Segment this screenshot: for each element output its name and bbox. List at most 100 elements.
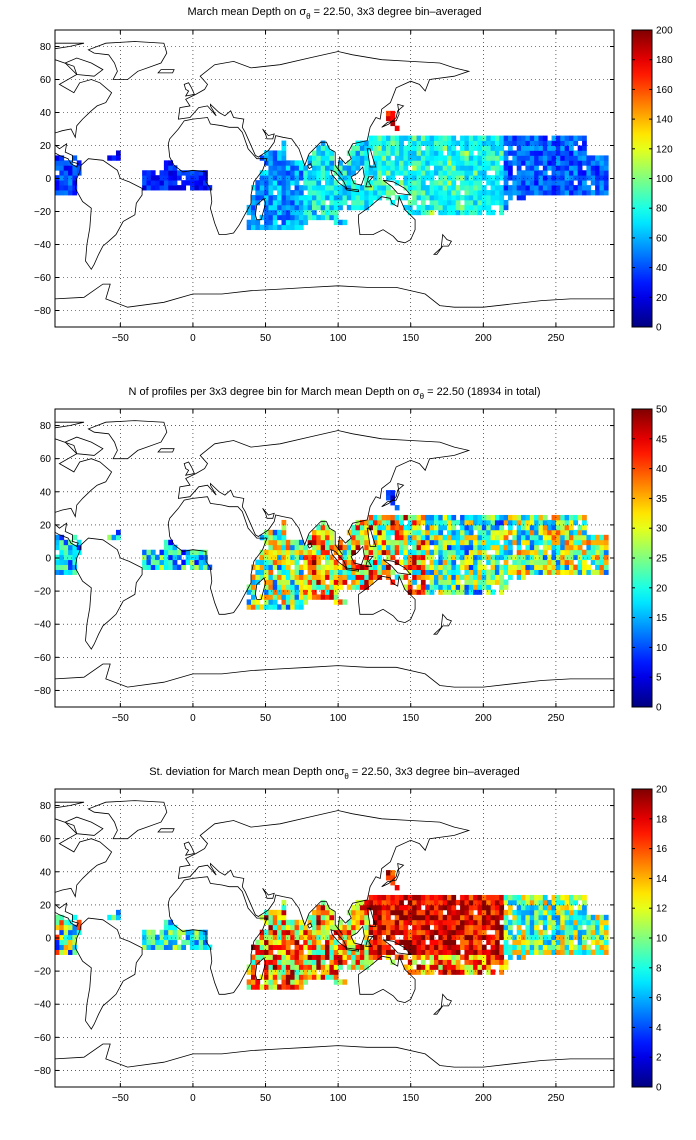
data-bin [372,150,378,156]
data-bin [490,135,496,141]
data-bin [294,224,300,231]
coastline-japan [381,482,405,508]
data-bin [499,584,505,590]
data-bin [298,209,304,216]
data-bin [381,544,387,551]
data-bin [542,170,548,176]
data-bin [185,180,191,186]
data-bin [542,514,548,521]
data-bin [342,199,348,206]
data-bin [351,914,356,921]
data-bin [351,944,356,950]
data-bin [342,924,348,931]
data-bin [512,140,518,146]
data-bin [542,894,548,901]
data-bin [281,579,287,585]
data-bin [277,175,282,181]
data-bin [394,150,400,156]
data-bin [590,929,596,936]
data-bin [516,175,522,181]
data-bin [259,190,265,196]
data-bin [429,914,435,921]
data-bin [203,559,208,566]
data-bin [468,190,474,196]
data-bin [508,165,513,171]
data-bin [490,180,496,186]
data-bin [460,180,465,186]
data-bin [525,924,531,931]
data-bin [551,894,557,901]
data-bin [451,170,457,176]
data-bin [447,165,452,171]
data-bin [329,974,335,980]
data-bin [433,199,439,206]
data-bin [390,495,396,501]
data-bin [355,959,361,965]
data-bin [294,209,300,216]
data-bin [490,514,496,521]
data-bin [325,544,330,551]
data-bin [264,919,269,926]
data-bin [577,170,583,176]
data-bin [538,944,544,950]
data-bin [525,185,531,191]
data-bin [551,160,557,166]
data-bin [429,909,435,916]
data-bin [163,559,169,566]
data-bin [420,939,426,946]
data-bin [298,165,304,171]
data-bin [394,914,400,921]
data-bin [386,914,391,921]
data-bin [190,939,195,946]
data-bin [525,514,531,521]
data-bin [298,919,304,926]
data-bin [342,949,348,955]
data-bin [599,160,605,166]
data-bin [259,180,265,186]
data-bin [168,939,174,946]
data-bin [512,514,518,521]
data-bin [412,539,417,546]
data-bin [272,964,278,970]
data-bin [333,599,339,605]
data-bin [277,944,282,950]
data-bin [281,919,287,926]
data-bin [429,929,435,936]
data-bin [473,160,478,166]
data-bin [577,514,583,521]
data-bin [342,564,348,570]
data-bin [407,170,413,176]
data-bin [111,914,117,921]
data-bin [547,939,552,946]
data-bin [477,190,483,196]
data-bin [473,170,478,176]
data-bin [59,534,65,541]
data-bin [294,190,300,196]
data-bin [433,135,439,141]
data-bin [316,199,322,206]
data-bin [272,214,278,221]
data-bin [346,170,352,176]
data-bin [473,145,478,151]
data-bin [455,190,461,196]
data-bin [351,909,356,916]
data-bin [538,559,544,566]
data-bin [486,165,491,171]
data-bin [460,145,465,151]
data-bin [573,185,579,191]
data-bin [512,150,518,156]
data-bin [442,584,448,590]
data-bin [403,929,409,936]
data-bin [329,914,335,921]
data-bin [281,180,287,186]
data-bin [573,155,579,161]
data-bin [420,969,426,975]
data-bin [481,524,487,531]
data-bin [503,514,509,521]
data-bin [329,564,335,570]
data-bin [425,135,431,141]
data-bin [364,175,370,181]
data-bin [573,190,579,196]
data-bin [355,140,361,146]
data-bin [290,579,295,585]
